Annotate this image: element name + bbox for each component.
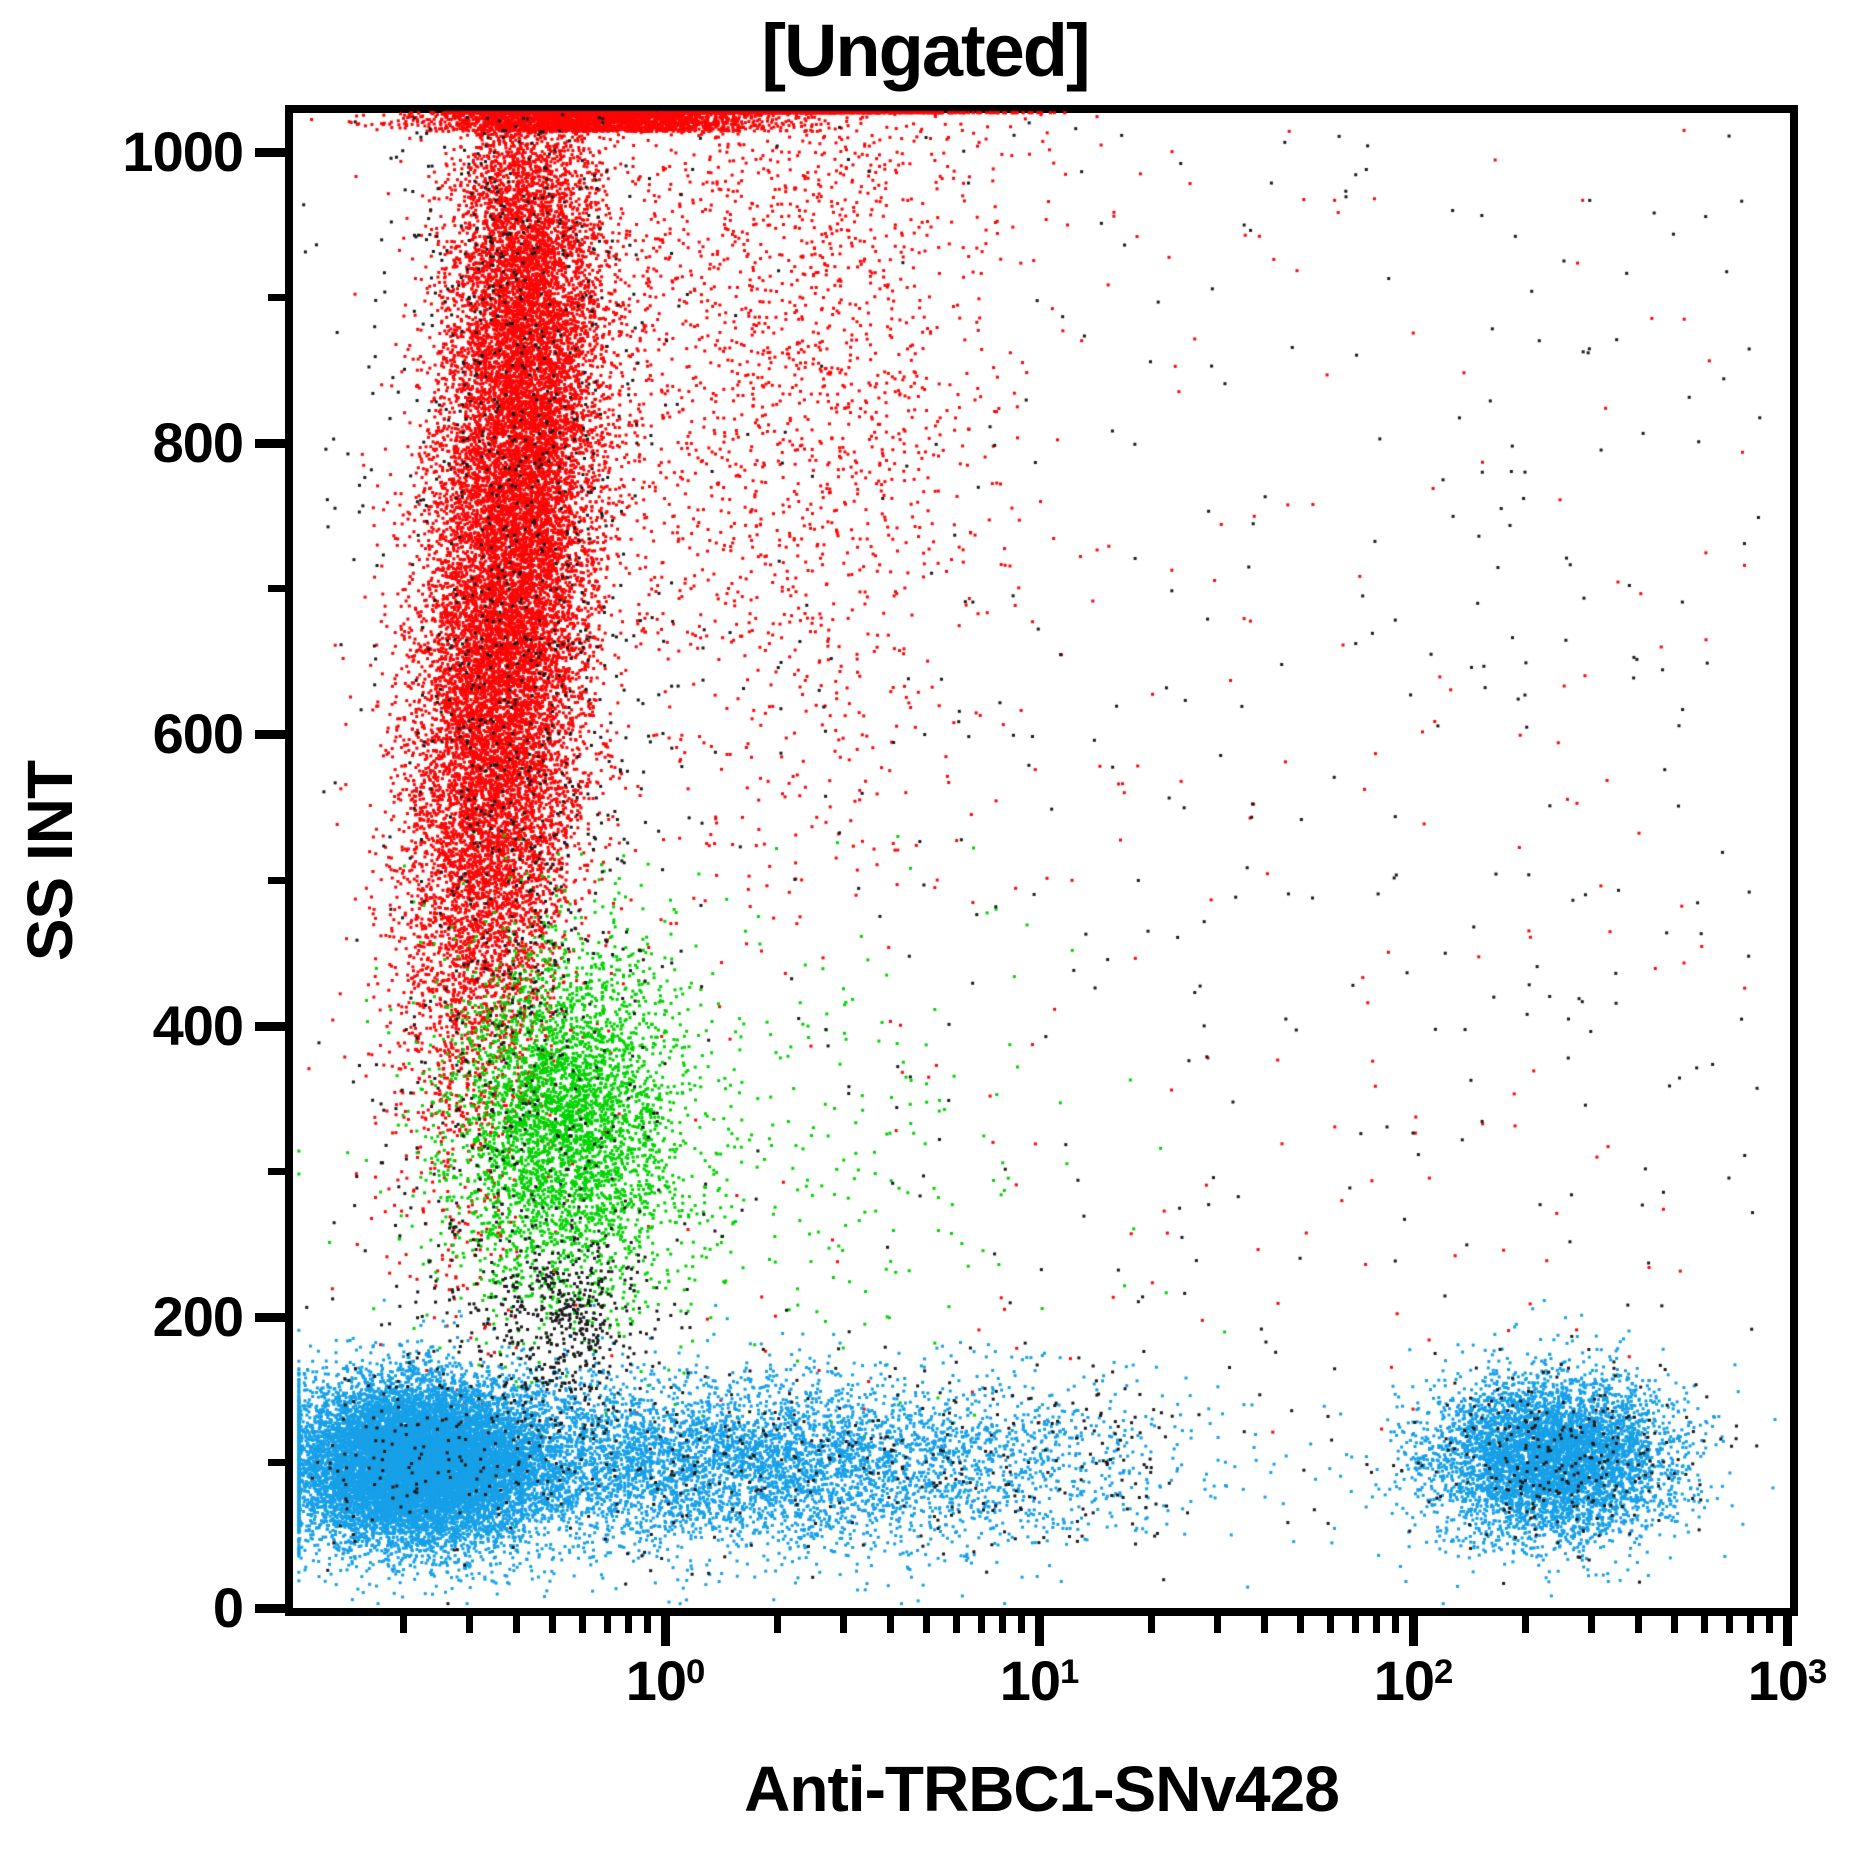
- y-major-tick: [255, 730, 285, 740]
- x-tick-label: 102: [1373, 1649, 1454, 1712]
- x-minor-tick: [603, 1616, 611, 1633]
- x-tick-label: 101: [999, 1649, 1080, 1712]
- y-minor-tick: [268, 1167, 285, 1175]
- x-minor-tick: [1018, 1616, 1026, 1633]
- y-tick-label: 1000: [122, 120, 244, 183]
- x-minor-tick: [1392, 1616, 1400, 1633]
- x-tick-label: 100: [625, 1649, 706, 1712]
- y-tick-label: 0: [212, 1576, 244, 1639]
- x-minor-tick: [999, 1616, 1007, 1633]
- x-minor-tick: [1260, 1616, 1268, 1633]
- x-minor-tick: [1766, 1616, 1774, 1633]
- x-minor-tick: [1296, 1616, 1304, 1633]
- x-minor-tick: [1326, 1616, 1334, 1633]
- x-minor-tick: [977, 1616, 985, 1633]
- x-major-tick: [1035, 1616, 1044, 1646]
- x-minor-tick: [512, 1616, 520, 1633]
- x-minor-tick: [578, 1616, 586, 1633]
- x-minor-tick: [886, 1616, 894, 1633]
- dot-plot-canvas[interactable]: [285, 105, 1798, 1616]
- x-minor-tick: [1587, 1616, 1595, 1633]
- x-minor-tick: [1522, 1616, 1530, 1633]
- y-major-tick: [255, 1604, 285, 1613]
- x-minor-tick: [400, 1616, 408, 1633]
- y-minor-tick: [268, 585, 285, 593]
- y-tick-label: 200: [152, 1284, 244, 1348]
- x-tick-label: 103: [1747, 1649, 1828, 1712]
- x-minor-tick: [1700, 1616, 1708, 1633]
- x-minor-tick: [625, 1616, 633, 1633]
- x-major-tick: [1409, 1616, 1418, 1646]
- x-minor-tick: [465, 1616, 473, 1633]
- x-major-tick: [661, 1616, 670, 1646]
- x-minor-tick: [644, 1616, 652, 1633]
- x-minor-tick: [774, 1616, 782, 1633]
- x-minor-tick: [922, 1616, 930, 1633]
- x-minor-tick: [1634, 1616, 1642, 1633]
- x-minor-tick: [1725, 1616, 1733, 1633]
- y-minor-tick: [268, 1458, 285, 1466]
- x-minor-tick: [1351, 1616, 1359, 1633]
- y-major-tick: [255, 1021, 285, 1031]
- y-tick-label: 800: [152, 411, 244, 475]
- y-minor-tick: [268, 876, 285, 884]
- y-tick-label: 600: [152, 702, 244, 766]
- y-tick-label: 400: [152, 993, 244, 1057]
- y-major-tick: [255, 439, 285, 449]
- x-minor-tick: [952, 1616, 960, 1633]
- y-major-tick: [255, 1312, 285, 1322]
- x-axis-label: Anti-TRBC1-SNv428: [744, 1753, 1340, 1825]
- x-minor-tick: [839, 1616, 847, 1633]
- x-minor-tick: [548, 1616, 556, 1633]
- x-minor-tick: [1148, 1616, 1156, 1633]
- x-minor-tick: [1747, 1616, 1755, 1633]
- y-minor-tick: [268, 294, 285, 302]
- plot-title: [Ungated]: [761, 9, 1090, 92]
- x-minor-tick: [1373, 1616, 1381, 1633]
- x-minor-tick: [1213, 1616, 1221, 1633]
- y-major-tick: [255, 148, 285, 157]
- x-minor-tick: [1670, 1616, 1678, 1633]
- x-major-tick: [1783, 1616, 1792, 1646]
